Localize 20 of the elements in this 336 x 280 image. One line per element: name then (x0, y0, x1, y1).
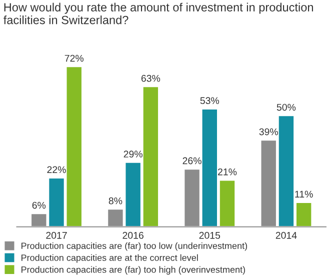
data-label: 22% (47, 166, 66, 174)
data-label: 29% (124, 150, 142, 158)
legend-label: Production capacities are (far) too low (underinvestment) (22, 242, 248, 251)
x-tick-label: 2015 (199, 232, 220, 239)
data-label: 26% (182, 157, 202, 164)
x-tick-label: 2014 (276, 232, 297, 239)
data-label: 8% (108, 197, 122, 204)
data-label: 6% (32, 202, 46, 209)
data-label: 53% (200, 97, 220, 104)
x-tick-label: 2017 (46, 232, 67, 239)
x-tick-label: 2016 (122, 232, 144, 239)
data-label: 39% (259, 128, 278, 136)
data-label: 50% (276, 104, 296, 111)
data-label: 63% (141, 74, 160, 82)
data-label: 11% (295, 190, 313, 198)
data-label: 21% (218, 168, 237, 176)
chart-title: How would you rate the amount of investment in production facilities in Switzerland? (4, 2, 313, 24)
data-label: 72% (64, 54, 84, 62)
legend-label: Production capacities are at the correct level (22, 254, 198, 263)
legend-label: Production capacities are (far) too high (overinvestment) (22, 266, 245, 275)
